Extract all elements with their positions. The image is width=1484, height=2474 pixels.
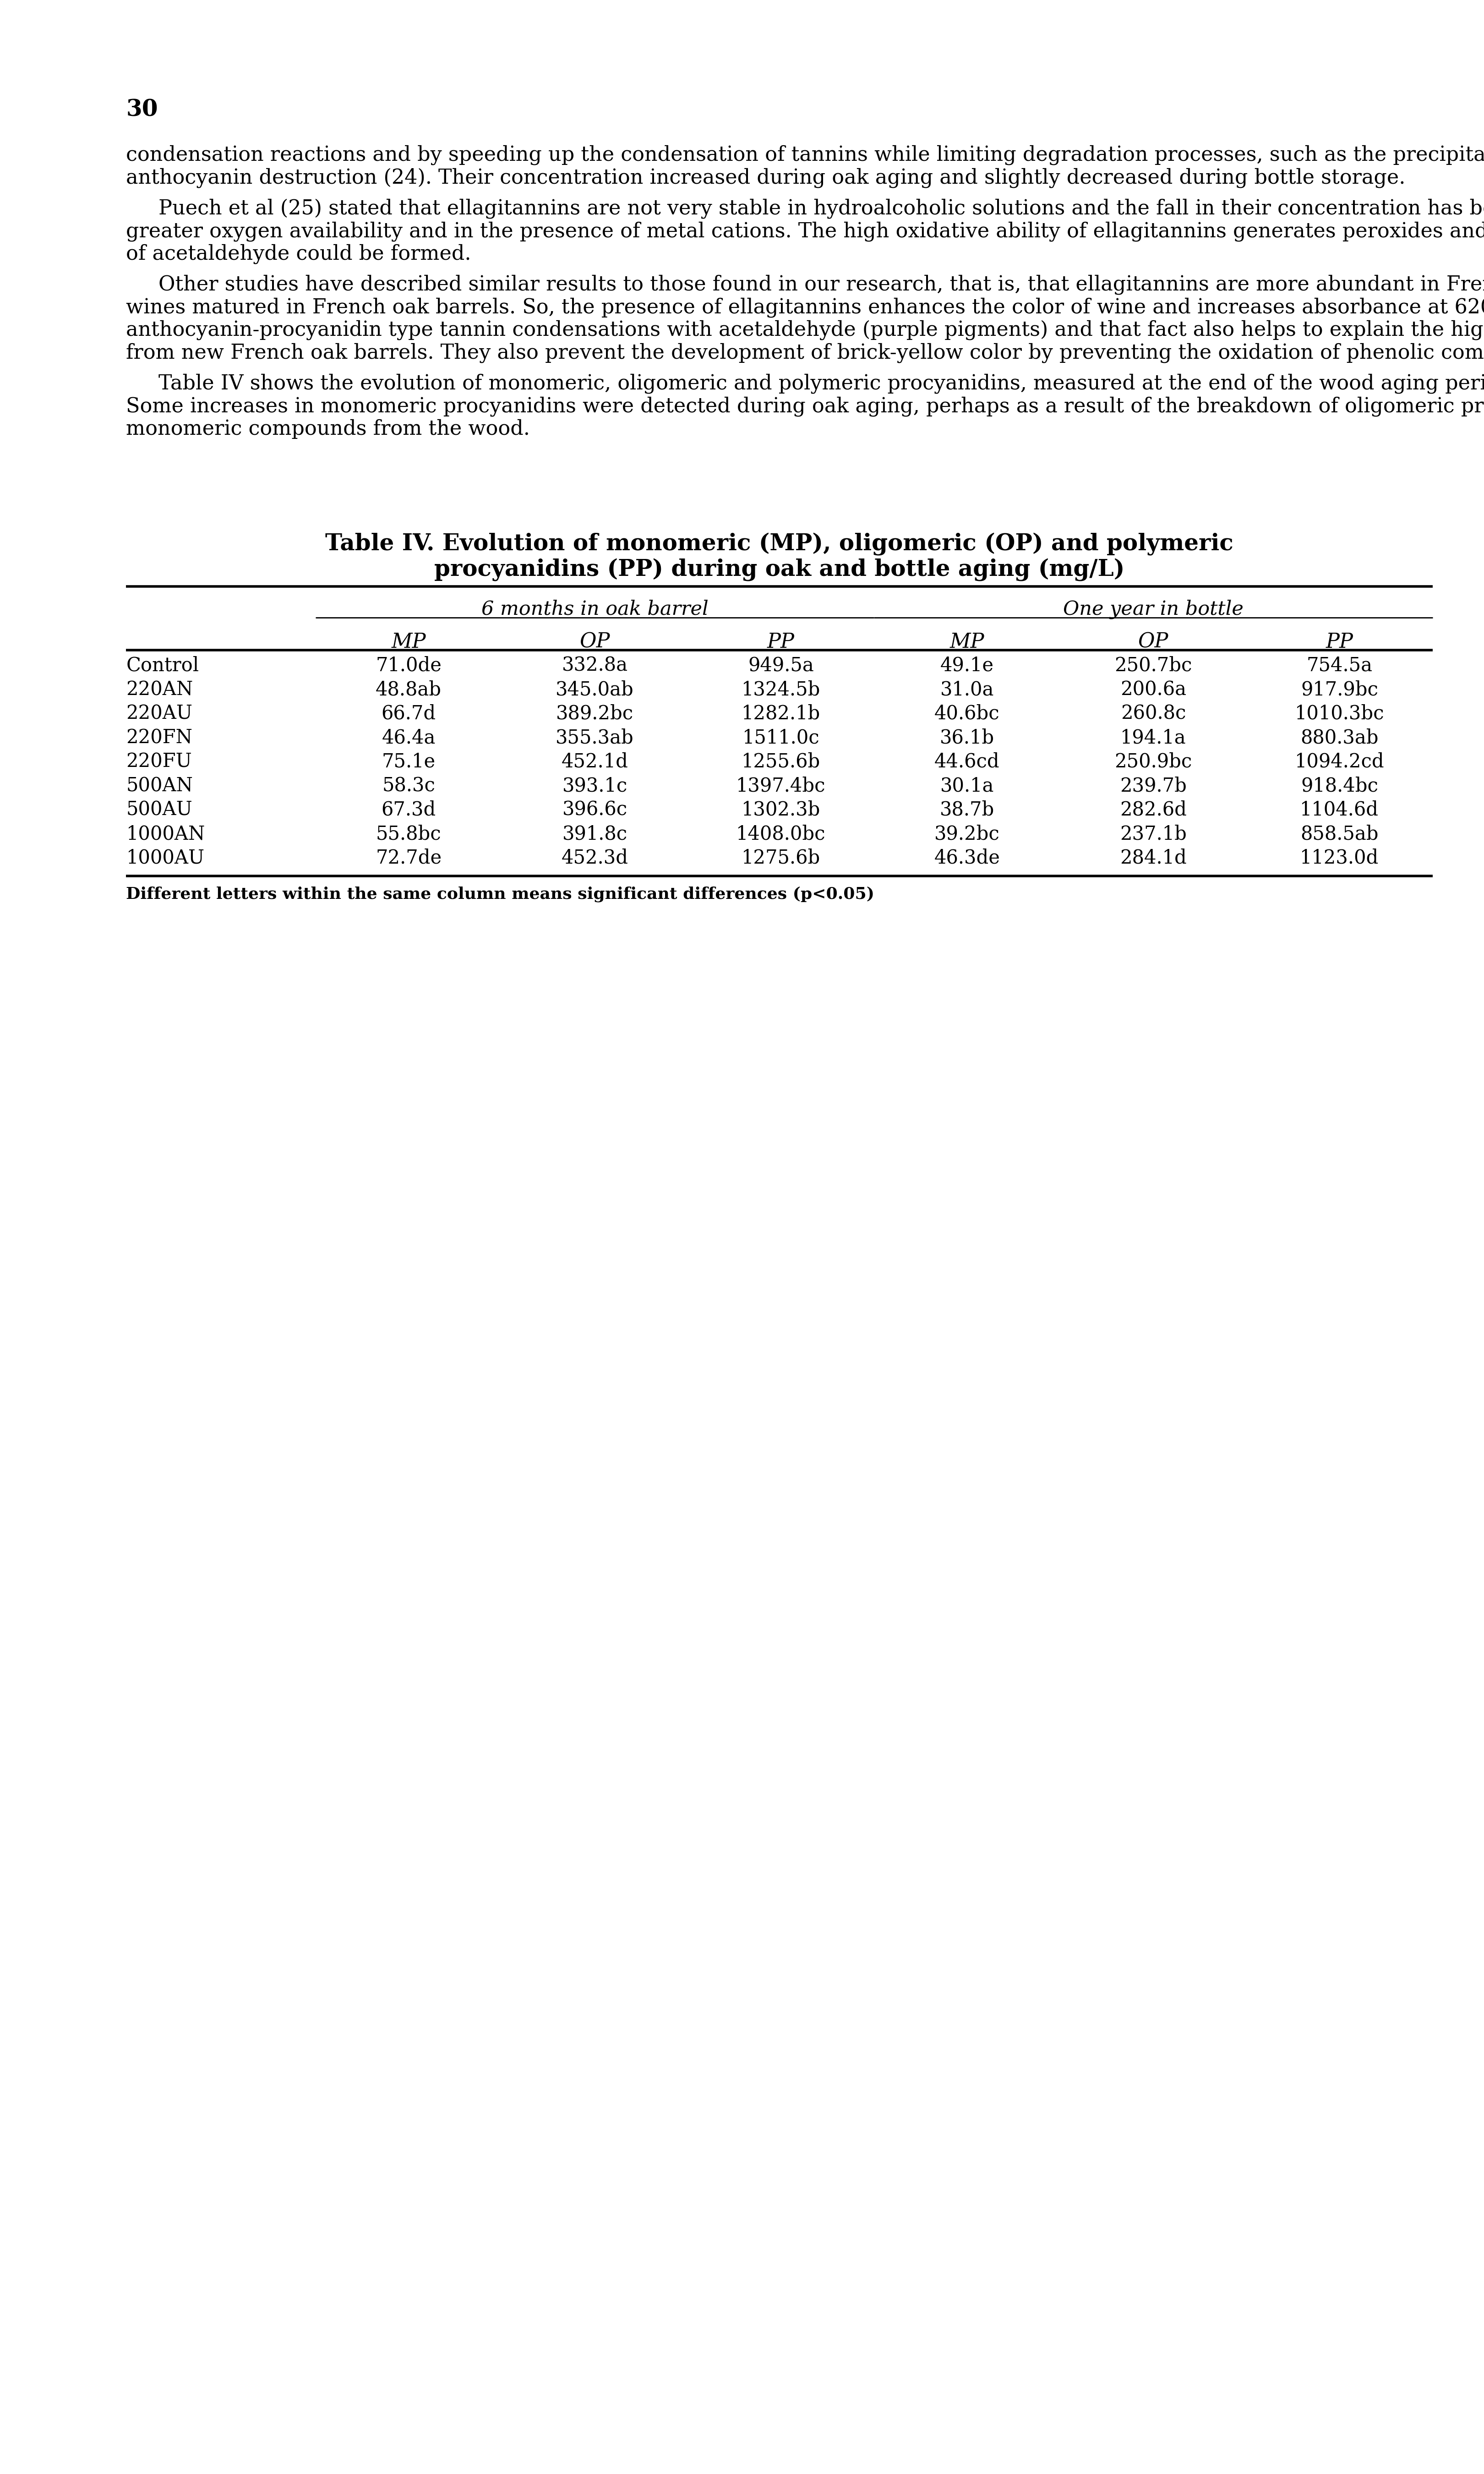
Text: 220AN: 220AN [126, 680, 193, 700]
Text: monomeric compounds from the wood.: monomeric compounds from the wood. [126, 418, 530, 438]
Text: 1255.6b: 1255.6b [742, 752, 821, 772]
Text: anthocyanin-procyanidin type tannin condensations with acetaldehyde (purple pigm: anthocyanin-procyanidin type tannin cond… [126, 319, 1484, 339]
Text: 220FN: 220FN [126, 727, 193, 747]
Text: 46.3de: 46.3de [933, 849, 1000, 868]
Text: 355.3ab: 355.3ab [555, 727, 634, 747]
Text: greater oxygen availability and in the presence of metal cations. The high oxida: greater oxygen availability and in the p… [126, 220, 1484, 242]
Text: 1511.0c: 1511.0c [742, 727, 819, 747]
Text: 55.8bc: 55.8bc [375, 824, 441, 844]
Text: 1010.3bc: 1010.3bc [1294, 705, 1383, 722]
Text: 49.1e: 49.1e [939, 656, 994, 675]
Text: 452.3d: 452.3d [561, 849, 628, 868]
Text: MP: MP [392, 631, 426, 651]
Text: 500AU: 500AU [126, 802, 193, 819]
Text: 38.7b: 38.7b [939, 802, 994, 819]
Text: 200.6a: 200.6a [1120, 680, 1186, 700]
Text: 30: 30 [126, 99, 157, 121]
Text: 282.6d: 282.6d [1119, 802, 1186, 819]
Text: 1000AU: 1000AU [126, 849, 205, 868]
Text: 1094.2cd: 1094.2cd [1294, 752, 1383, 772]
Text: 6 months in oak barrel: 6 months in oak barrel [481, 599, 708, 618]
Text: 1302.3b: 1302.3b [742, 802, 821, 819]
Text: 75.1e: 75.1e [381, 752, 435, 772]
Text: 66.7d: 66.7d [381, 705, 436, 722]
Text: 332.8a: 332.8a [561, 656, 628, 675]
Text: 1324.5b: 1324.5b [742, 680, 821, 700]
Text: 284.1d: 284.1d [1119, 849, 1186, 868]
Text: 48.8ab: 48.8ab [375, 680, 442, 700]
Text: 396.6c: 396.6c [562, 802, 628, 819]
Text: condensation reactions and by speeding up the condensation of tannins while limi: condensation reactions and by speeding u… [126, 146, 1484, 166]
Text: 220AU: 220AU [126, 705, 193, 722]
Text: 39.2bc: 39.2bc [933, 824, 1000, 844]
Text: 250.7bc: 250.7bc [1114, 656, 1192, 675]
Text: 345.0ab: 345.0ab [555, 680, 634, 700]
Text: 754.5a: 754.5a [1306, 656, 1373, 675]
Text: 239.7b: 239.7b [1119, 777, 1186, 797]
Text: 1000AN: 1000AN [126, 824, 205, 844]
Text: 31.0a: 31.0a [939, 680, 994, 700]
Text: anthocyanin destruction (24). Their concentration increased during oak aging and: anthocyanin destruction (24). Their conc… [126, 168, 1405, 188]
Text: Table IV. Evolution of monomeric (MP), oligomeric (OP) and polymeric: Table IV. Evolution of monomeric (MP), o… [325, 532, 1233, 557]
Text: Puech et al (25) stated that ellagitannins are not very stable in hydroalcoholic: Puech et al (25) stated that ellagitanni… [159, 198, 1484, 218]
Text: 917.9bc: 917.9bc [1300, 680, 1377, 700]
Text: 1275.6b: 1275.6b [742, 849, 821, 868]
Text: PP: PP [1325, 631, 1353, 651]
Text: 1104.6d: 1104.6d [1300, 802, 1379, 819]
Text: 1397.4bc: 1397.4bc [736, 777, 825, 797]
Text: 391.8c: 391.8c [562, 824, 628, 844]
Text: 880.3ab: 880.3ab [1300, 727, 1379, 747]
Text: 237.1b: 237.1b [1119, 824, 1186, 844]
Text: 30.1a: 30.1a [939, 777, 994, 797]
Text: 389.2bc: 389.2bc [556, 705, 634, 722]
Text: 260.8c: 260.8c [1120, 705, 1186, 722]
Text: procyanidins (PP) during oak and bottle aging (mg/L): procyanidins (PP) during oak and bottle … [433, 559, 1125, 581]
Text: 393.1c: 393.1c [562, 777, 628, 797]
Text: 1408.0bc: 1408.0bc [736, 824, 825, 844]
Text: 71.0de: 71.0de [375, 656, 441, 675]
Text: 58.3c: 58.3c [381, 777, 435, 797]
Text: 1282.1b: 1282.1b [742, 705, 821, 722]
Text: 67.3d: 67.3d [381, 802, 436, 819]
Text: PP: PP [767, 631, 794, 651]
Text: Other studies have described similar results to those found in our research, tha: Other studies have described similar res… [159, 275, 1484, 294]
Text: Control: Control [126, 656, 199, 675]
Text: Table IV shows the evolution of monomeric, oligomeric and polymeric procyanidins: Table IV shows the evolution of monomeri… [159, 374, 1484, 393]
Text: OP: OP [1138, 631, 1168, 651]
Text: 250.9bc: 250.9bc [1114, 752, 1192, 772]
Text: 46.4a: 46.4a [381, 727, 435, 747]
Text: 36.1b: 36.1b [939, 727, 994, 747]
Text: 858.5ab: 858.5ab [1300, 824, 1379, 844]
Text: 949.5a: 949.5a [748, 656, 813, 675]
Text: Different letters within the same column means significant differences (p<0.05): Different letters within the same column… [126, 886, 874, 903]
Text: 194.1a: 194.1a [1120, 727, 1186, 747]
Text: OP: OP [579, 631, 610, 651]
Text: 72.7de: 72.7de [375, 849, 442, 868]
Text: 1123.0d: 1123.0d [1300, 849, 1379, 868]
Text: 220FU: 220FU [126, 752, 191, 772]
Text: 452.1d: 452.1d [561, 752, 628, 772]
Text: One year in bottle: One year in bottle [1063, 599, 1244, 618]
Text: from new French oak barrels. They also prevent the development of brick-yellow c: from new French oak barrels. They also p… [126, 344, 1484, 364]
Text: wines matured in French oak barrels. So, the presence of ellagitannins enhances : wines matured in French oak barrels. So,… [126, 297, 1484, 317]
Text: Some increases in monomeric procyanidins were detected during oak aging, perhaps: Some increases in monomeric procyanidins… [126, 396, 1484, 416]
Text: MP: MP [950, 631, 984, 651]
Text: 40.6bc: 40.6bc [933, 705, 1000, 722]
Text: of acetaldehyde could be formed.: of acetaldehyde could be formed. [126, 245, 470, 265]
Text: 500AN: 500AN [126, 777, 193, 797]
Text: 44.6cd: 44.6cd [933, 752, 1000, 772]
Text: 918.4bc: 918.4bc [1300, 777, 1377, 797]
